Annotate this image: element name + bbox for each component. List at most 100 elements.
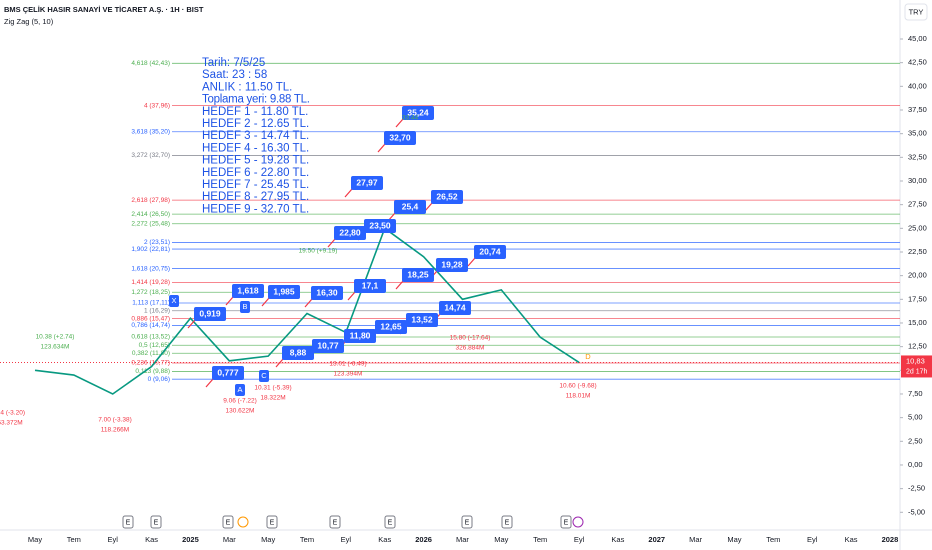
y-tick-label: 32,50 xyxy=(908,152,927,161)
pattern-label: A xyxy=(237,385,242,394)
target-pointer xyxy=(424,202,433,212)
event-label[interactable]: E xyxy=(465,519,470,526)
target-label: 12,65 xyxy=(380,321,402,331)
note-line: Saat: 23 : 58 xyxy=(202,69,267,81)
y-tick-label: 22,50 xyxy=(908,247,927,256)
event-label[interactable]: E xyxy=(126,519,131,526)
fib-label: 2 (23,51) xyxy=(144,239,170,246)
target-label: 22,80 xyxy=(339,227,361,237)
note-line: HEDEF 3 - 14.74 TL. xyxy=(202,130,309,142)
fib-label: 0,5 (12,65) xyxy=(139,342,170,349)
target-box xyxy=(212,366,244,380)
note-line: HEDEF 7 - 25.45 TL. xyxy=(202,179,309,191)
currency-button[interactable] xyxy=(904,3,928,21)
event-icon[interactable] xyxy=(384,515,396,529)
target-label: 8,88 xyxy=(290,347,307,357)
fib-label: 4,618 (42,43) xyxy=(131,60,170,67)
price-note: 10.60 (-9.68) xyxy=(559,383,596,390)
price-note: 13.01 (-6.49) xyxy=(329,361,366,368)
fib-label: 2,618 (27,98) xyxy=(131,197,170,204)
target-box xyxy=(194,307,226,321)
target-box xyxy=(351,176,383,190)
note-line: HEDEF 2 - 12.65 TL. xyxy=(202,118,309,130)
target-label: 10,77 xyxy=(317,340,339,350)
event-icon[interactable] xyxy=(501,515,513,529)
fib-label: 0,886 (15,47) xyxy=(131,315,170,322)
target-label: 25,4 xyxy=(402,201,419,211)
target-pointer xyxy=(304,298,313,308)
target-box xyxy=(232,284,264,298)
price-note: 33.44 xyxy=(402,115,419,122)
x-tick-label: Kas xyxy=(611,535,624,544)
y-tick-label: 7,50 xyxy=(908,389,923,398)
target-pointer xyxy=(395,280,404,290)
fib-label: 3,272 (32,70) xyxy=(131,152,170,159)
y-tick-label: 15,00 xyxy=(908,318,927,327)
target-label: 20,74 xyxy=(479,246,501,256)
fib-label: 1,902 (22,81) xyxy=(131,246,170,253)
fib-label: 1,272 (18,25) xyxy=(131,289,170,296)
event-label[interactable]: E xyxy=(270,519,275,526)
event-icon[interactable] xyxy=(266,515,278,529)
x-tick-label: Eyl xyxy=(341,535,352,544)
fib-label: 0,618 (13,52) xyxy=(131,334,170,341)
target-box xyxy=(375,320,407,334)
event-label[interactable]: E xyxy=(226,519,231,526)
event-label[interactable]: E xyxy=(388,519,393,526)
indicator-name: Zig Zag (5, 10) xyxy=(4,17,54,26)
target-box xyxy=(344,329,376,343)
price-note: 10.31 (-5.39) xyxy=(254,385,291,392)
countdown: 2d 17h xyxy=(906,368,928,375)
event-icon[interactable] xyxy=(150,515,162,529)
fib-label: 1,113 (17,11) xyxy=(132,300,170,307)
currency[interactable]: TRY xyxy=(909,7,924,16)
target-box xyxy=(439,301,471,315)
pattern-label: D xyxy=(585,352,591,361)
event-label[interactable]: E xyxy=(505,519,510,526)
pattern-box xyxy=(169,295,179,307)
event-icon[interactable] xyxy=(329,515,341,529)
volume-note: 118.01M xyxy=(566,393,591,400)
fib-label: 0,382 (11,80) xyxy=(132,350,170,357)
event-label[interactable]: E xyxy=(154,519,159,526)
x-tick-label: May xyxy=(494,535,508,544)
pattern-label: B xyxy=(242,302,247,311)
x-tick-label: 2027 xyxy=(648,535,665,544)
target-label: 19,28 xyxy=(441,259,463,269)
pattern-label: X xyxy=(171,296,176,305)
target-box xyxy=(282,346,314,360)
target-box xyxy=(334,226,366,240)
x-tick-label: Mar xyxy=(456,535,469,544)
note-line: HEDEF 9 - 32.70 TL. xyxy=(202,203,309,215)
x-tick-label: Mar xyxy=(689,535,702,544)
target-box xyxy=(402,268,434,282)
y-tick-label: 12,50 xyxy=(908,342,927,351)
x-tick-label: Tem xyxy=(533,535,547,544)
event-icon[interactable] xyxy=(222,515,234,529)
target-box xyxy=(436,258,468,272)
split-icon[interactable] xyxy=(572,516,584,528)
price-note: 19.50 (+9.19) xyxy=(299,248,338,255)
x-tick-label: May xyxy=(727,535,741,544)
event-icon[interactable] xyxy=(461,515,473,529)
note-line: HEDEF 6 - 22.80 TL. xyxy=(202,167,309,179)
x-tick-label: Tem xyxy=(300,535,314,544)
x-tick-label: Eyl xyxy=(574,535,585,544)
price-note: 9.06 (-7.22) xyxy=(223,398,257,405)
target-box xyxy=(474,245,506,259)
x-tick-label: Eyl xyxy=(108,535,119,544)
volume-note: 326.884M xyxy=(456,345,485,352)
event-icon[interactable] xyxy=(560,515,572,529)
y-tick-label: 0,00 xyxy=(908,460,923,469)
event-label[interactable]: E xyxy=(564,519,569,526)
target-label: 1,985 xyxy=(273,286,295,296)
price-note: 15.80 (-17.64) xyxy=(450,335,491,342)
event-icon[interactable] xyxy=(122,515,134,529)
target-label: 11,80 xyxy=(350,330,371,340)
event-label[interactable]: E xyxy=(333,519,338,526)
price-note: .64 (-3.20) xyxy=(0,410,25,417)
target-box xyxy=(406,313,438,327)
target-label: 0,919 xyxy=(199,308,221,318)
dividend-icon[interactable] xyxy=(237,516,249,528)
